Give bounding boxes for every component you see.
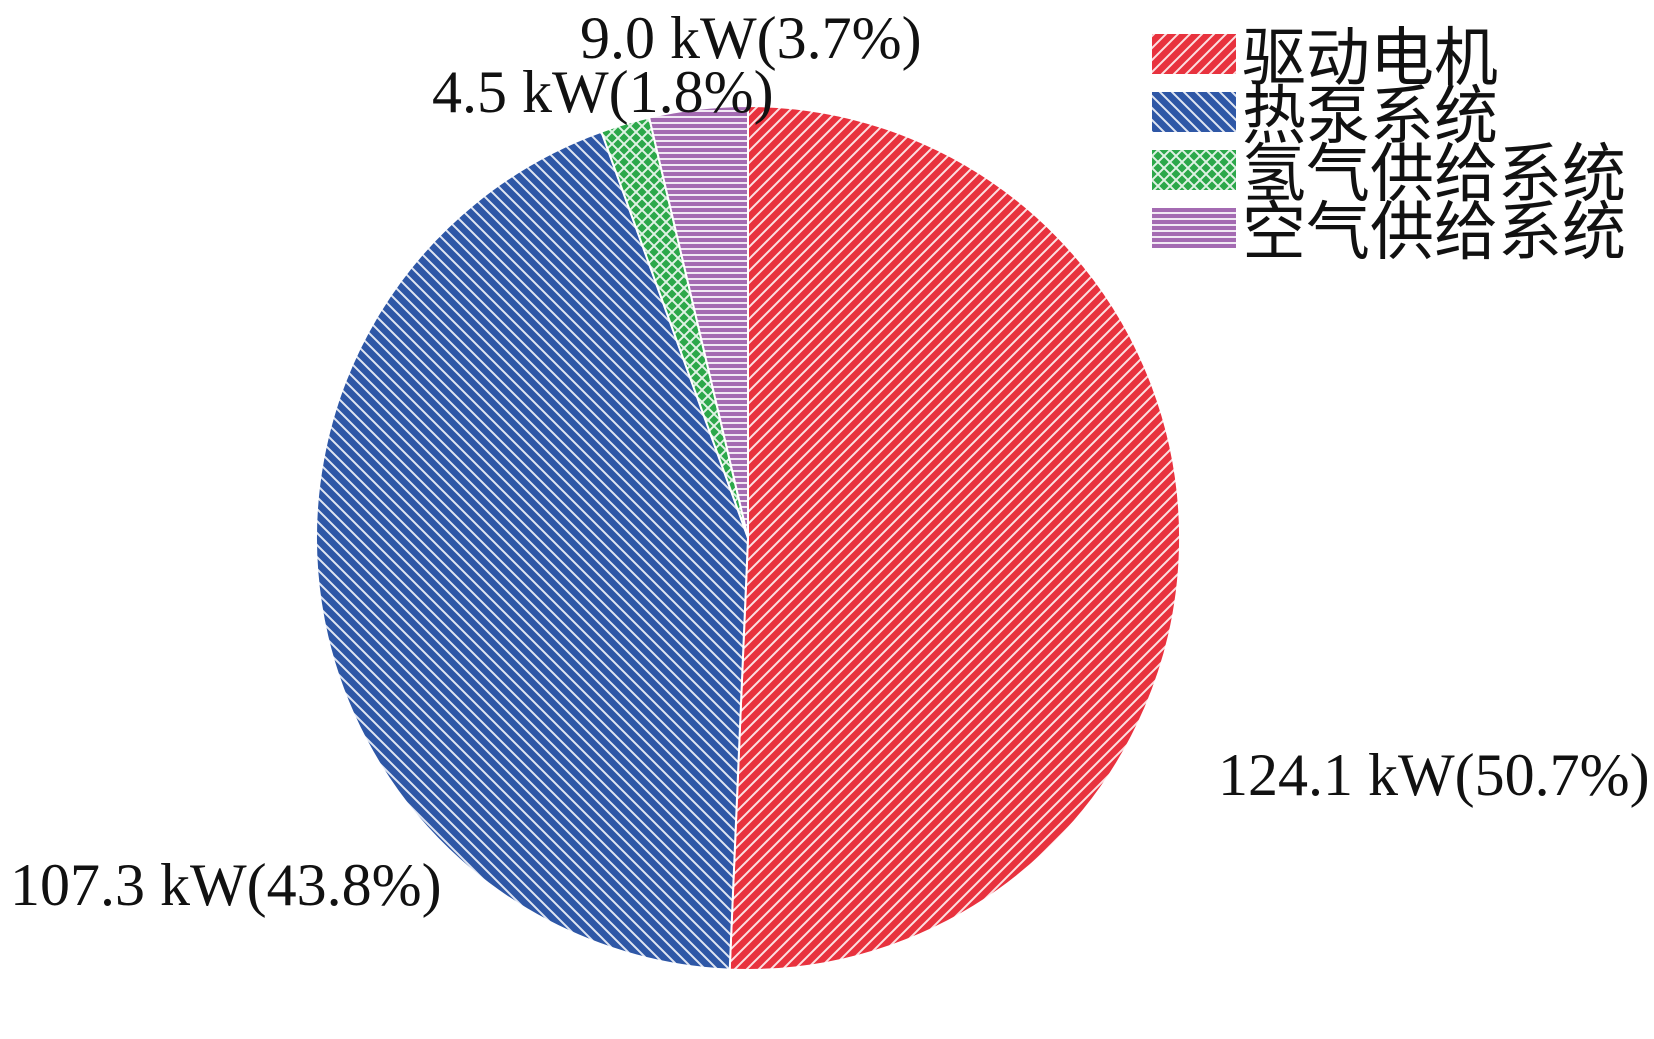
legend-swatch-drive-motor <box>1152 34 1236 74</box>
legend-label-drive-motor: 驱动电机 <box>1242 22 1498 96</box>
legend-label-air-supply: 空气供给系统 <box>1242 196 1626 270</box>
legend-swatch-hydrogen-supply <box>1152 150 1236 190</box>
slice-labels: 124.1 kW(50.7%) 107.3 kW(43.8%) 4.5 kW(1… <box>10 5 1650 918</box>
pie-slices <box>315 104 1181 971</box>
legend-swatch-air-supply <box>1152 208 1236 248</box>
pie-slice-heat-pump <box>315 130 750 971</box>
pie-slice-air-supply <box>647 104 749 539</box>
slice-label-air-supply: 9.0 kW(3.7%) <box>580 5 922 71</box>
legend-label-hydrogen-supply: 氢气供给系统 <box>1242 138 1626 212</box>
pie-slice-drive-motor <box>728 104 1181 971</box>
slice-label-heat-pump: 107.3 kW(43.8%) <box>10 852 442 918</box>
slice-label-hydrogen-supply: 4.5 kW(1.8%) <box>432 59 774 125</box>
legend-label-heat-pump: 热泵系统 <box>1242 80 1498 154</box>
slice-label-drive-motor: 124.1 kW(50.7%) <box>1218 742 1650 808</box>
legend-swatch-heat-pump <box>1152 92 1236 132</box>
